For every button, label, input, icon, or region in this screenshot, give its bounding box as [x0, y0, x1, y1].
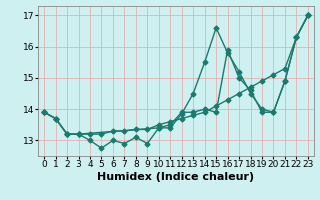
X-axis label: Humidex (Indice chaleur): Humidex (Indice chaleur): [97, 172, 255, 182]
